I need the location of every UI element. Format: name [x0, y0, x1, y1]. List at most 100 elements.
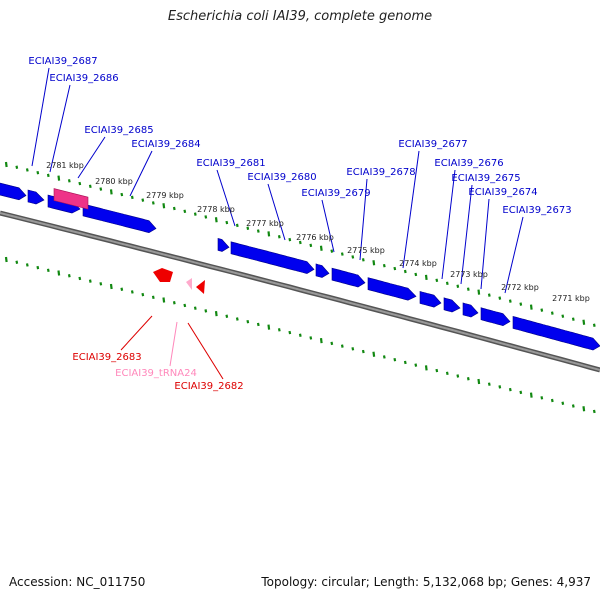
inner-tick [141, 292, 145, 297]
forward-gene-label: ECIAI39_2685 [84, 125, 153, 136]
forward-gene-label: ECIAI39_2679 [301, 188, 370, 199]
map-title: Escherichia coli IAI39, complete genome [167, 9, 433, 24]
outer-tick [393, 266, 397, 271]
inner-tick [571, 404, 575, 408]
inner-tick [592, 409, 596, 414]
inner-tick [372, 351, 376, 357]
outer-tick [498, 296, 502, 300]
kbp-tick-label: 2776 kbp [296, 233, 334, 242]
forward-label-leader [267, 183, 286, 241]
inner-tick [130, 290, 134, 294]
outer-tick [15, 165, 19, 169]
outer-tick [67, 179, 71, 183]
inner-tick [319, 338, 323, 344]
backbone-highlight [0, 212, 600, 371]
inner-tick [414, 363, 418, 367]
outer-tick [466, 287, 470, 291]
gene-labels: ECIAI39_2687 ECIAI39_2686 ECIAI39_2685 ECIA… [28, 56, 571, 392]
reverse-gene-label: ECIAI39_2683 [72, 352, 141, 363]
inner-tick [403, 360, 407, 365]
outer-tick [403, 269, 407, 274]
forward-label-leader [441, 169, 456, 280]
outer-tick [508, 299, 512, 303]
forward-gene-arrow [217, 238, 230, 252]
outer-tick [582, 319, 586, 325]
forward-gene-arrow [331, 267, 366, 288]
inner-tick [519, 390, 523, 395]
outer-tick [477, 289, 481, 295]
inner-tick [288, 330, 292, 335]
kbp-tick-label: 2772 kbp [501, 283, 539, 292]
outer-tick [340, 252, 344, 256]
outer-tick [540, 308, 544, 312]
forward-gene-label: ECIAI39_2680 [247, 172, 316, 183]
inner-tick [246, 319, 250, 324]
outer-tick [235, 223, 239, 228]
forward-gene-label: ECIAI39_2681 [196, 158, 265, 169]
outer-tick [529, 304, 533, 310]
forward-gene-arrow [419, 290, 442, 308]
inner-tick [15, 260, 19, 264]
outer-tick [561, 314, 565, 318]
forward-gene-arrow [480, 307, 511, 327]
forward-label-leader [321, 199, 335, 253]
outer-tick [78, 181, 82, 186]
inner-tick [529, 392, 533, 398]
outer-tick [519, 302, 523, 306]
tick-tracks [4, 161, 596, 414]
inner-tick [151, 295, 155, 300]
reverse-gene-arrow [153, 268, 173, 282]
forward-gene-arrow [230, 241, 315, 274]
outer-tick [25, 168, 29, 172]
forward-gene-arrow [315, 263, 330, 278]
outer-tick [246, 226, 250, 230]
inner-tick [487, 382, 491, 386]
outer-tick [46, 173, 50, 178]
kbp-labels: 2781 kbp 2780 kbp 2779 kbp 2778 kbp 2777 kbp… [46, 161, 590, 303]
inner-tick [561, 401, 565, 405]
outer-tick [330, 249, 334, 253]
inner-tick [172, 301, 176, 305]
reverse-label-leader [187, 322, 224, 380]
outer-tick [183, 209, 187, 214]
kbp-tick-label: 2771 kbp [552, 294, 590, 303]
inner-tick [99, 282, 103, 286]
reverse-gene-arrow [196, 280, 205, 294]
forward-gene-label: ECIAI39_2687 [28, 56, 97, 67]
outer-tick [267, 231, 271, 237]
forward-label-leader [460, 184, 473, 285]
outer-tick [4, 161, 8, 168]
gene-features [0, 182, 600, 351]
outer-tick [99, 187, 103, 191]
kbp-tick-label: 2777 kbp [246, 219, 284, 228]
outer-tick [435, 278, 439, 283]
outer-tick [130, 195, 134, 200]
inner-tick [382, 355, 386, 359]
inner-tick [183, 303, 187, 308]
inner-tick [267, 324, 271, 330]
outer-tick [151, 201, 155, 205]
topology-text: Topology: circular; Length: 5,132,068 bp… [261, 575, 591, 589]
forward-gene-arrow [0, 182, 27, 201]
forward-gene-label: ECIAI39_2675 [451, 173, 520, 184]
inner-tick [277, 328, 281, 332]
accession-text: Accession: NC_011750 [9, 575, 146, 589]
forward-gene-label: ECIAI39_2677 [398, 139, 467, 150]
forward-label-leader [129, 150, 153, 197]
inner-tick [225, 314, 229, 318]
forward-gene-label: ECIAI39_2686 [49, 73, 118, 84]
reverse-gene-label: ECIAI39_tRNA24 [115, 368, 197, 379]
inner-tick [540, 396, 544, 400]
inner-tick [57, 270, 61, 276]
inner-tick [78, 276, 82, 281]
inner-tick [298, 333, 302, 337]
inner-tick [330, 341, 334, 346]
label-leaders [31, 67, 524, 380]
forward-label-leader [504, 216, 524, 294]
trna-feature [186, 278, 192, 290]
outer-tick [592, 323, 596, 327]
outer-tick [88, 184, 92, 189]
reverse-label-leader [169, 321, 178, 367]
outer-tick [298, 240, 302, 245]
